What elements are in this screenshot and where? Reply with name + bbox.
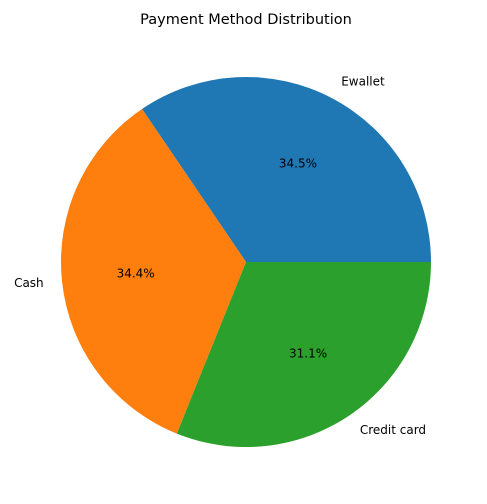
slice-percent-ewallet: 34.5% [279, 156, 317, 170]
pie-slice-credit-card [176, 262, 431, 448]
pie-slice-ewallet [142, 77, 431, 263]
pie-labels: Ewallet 34.5% Cash 34.4% Credit card 31.1% [14, 75, 426, 438]
slice-percent-cash: 34.4% [117, 266, 155, 280]
pie-slices [60, 77, 431, 448]
slice-label-cash: Cash [14, 276, 44, 290]
slice-label-credit-card: Credit card [360, 423, 426, 437]
pie-slice-cash [60, 108, 246, 434]
chart-title: Payment Method Distribution [140, 12, 352, 28]
slice-percent-credit-card: 31.1% [289, 347, 327, 361]
slice-label-ewallet: Ewallet [341, 75, 385, 89]
